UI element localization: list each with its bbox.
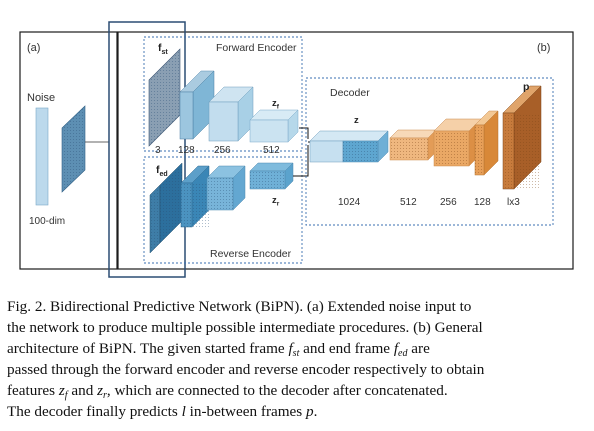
noise-dim-label: 100-dim — [29, 216, 65, 227]
output-p-label: p — [523, 81, 529, 93]
decoder-concat-z-block — [309, 130, 389, 163]
reverse-conv-block-3 — [249, 162, 294, 190]
caption-line-4: passed through the forward encoder and r… — [7, 361, 485, 378]
forward-encoder-title: Forward Encoder — [216, 42, 297, 54]
reverse-conv-block-1 — [180, 165, 210, 228]
decoder-size-256: 256 — [440, 197, 457, 208]
zf-label: zf — [272, 98, 280, 111]
decoder-deconv-block-1 — [389, 129, 437, 161]
fst-label: fst — [158, 42, 168, 56]
decoder-z-label: z — [354, 115, 359, 126]
panel-a-frame — [19, 31, 118, 270]
forward-size-3: 3 — [155, 145, 161, 156]
noise-label: Noise — [27, 92, 55, 104]
panel-b-frame — [117, 31, 574, 270]
caption-line-6: The decoder finally predicts l in-betwee… — [7, 403, 318, 420]
caption-line-3: architecture of BiPN. The given started … — [7, 340, 430, 359]
architecture-diagram: (a) Noise 100-dim (b) Forward Encoder fs… — [19, 21, 574, 278]
fed-label: fed — [156, 164, 168, 178]
decoder-size-512: 512 — [400, 197, 417, 208]
forward-conv-block-3 — [249, 109, 299, 143]
caption-line-5: features zf and zr, which are connected … — [7, 382, 448, 401]
forward-input-frame — [148, 48, 181, 147]
input-highlight-frame — [108, 21, 186, 278]
reverse-encoder-title: Reverse Encoder — [210, 248, 292, 260]
forward-conv-block-2 — [208, 86, 254, 142]
decoder-size-lx3: lx3 — [507, 197, 520, 208]
caption-line-1: Fig. 2. Bidirectional Predictive Network… — [7, 298, 472, 315]
reverse-to-decoder-connector — [293, 145, 309, 177]
architecture-figure: (a) Noise 100-dim (b) Forward Encoder fs… — [19, 21, 574, 278]
zr-label: zr — [272, 195, 280, 208]
decoder-size-128: 128 — [474, 197, 491, 208]
forward-to-decoder-connector — [299, 127, 309, 139]
reverse-input-frame — [149, 162, 183, 254]
decoder-box — [305, 77, 554, 226]
caption-line-2: the network to produce multiple possible… — [7, 319, 483, 336]
panel-a-label: (a) — [27, 42, 40, 54]
forward-size-512: 512 — [263, 145, 280, 156]
decoder-title: Decoder — [330, 87, 370, 99]
noise-vector — [35, 107, 49, 206]
decoder-size-1024: 1024 — [338, 197, 361, 208]
forward-size-128: 128 — [178, 145, 195, 156]
figure-caption: Fig. 2. Bidirectional Predictive Network… — [7, 296, 585, 422]
decoder-deconv-block-2 — [433, 118, 482, 167]
decoder-deconv-block-3 — [474, 110, 499, 176]
panel-b-label: (b) — [537, 42, 550, 54]
forward-size-256: 256 — [214, 145, 231, 156]
decoder-output-block — [502, 85, 542, 190]
reverse-conv-block-2 — [206, 165, 246, 211]
